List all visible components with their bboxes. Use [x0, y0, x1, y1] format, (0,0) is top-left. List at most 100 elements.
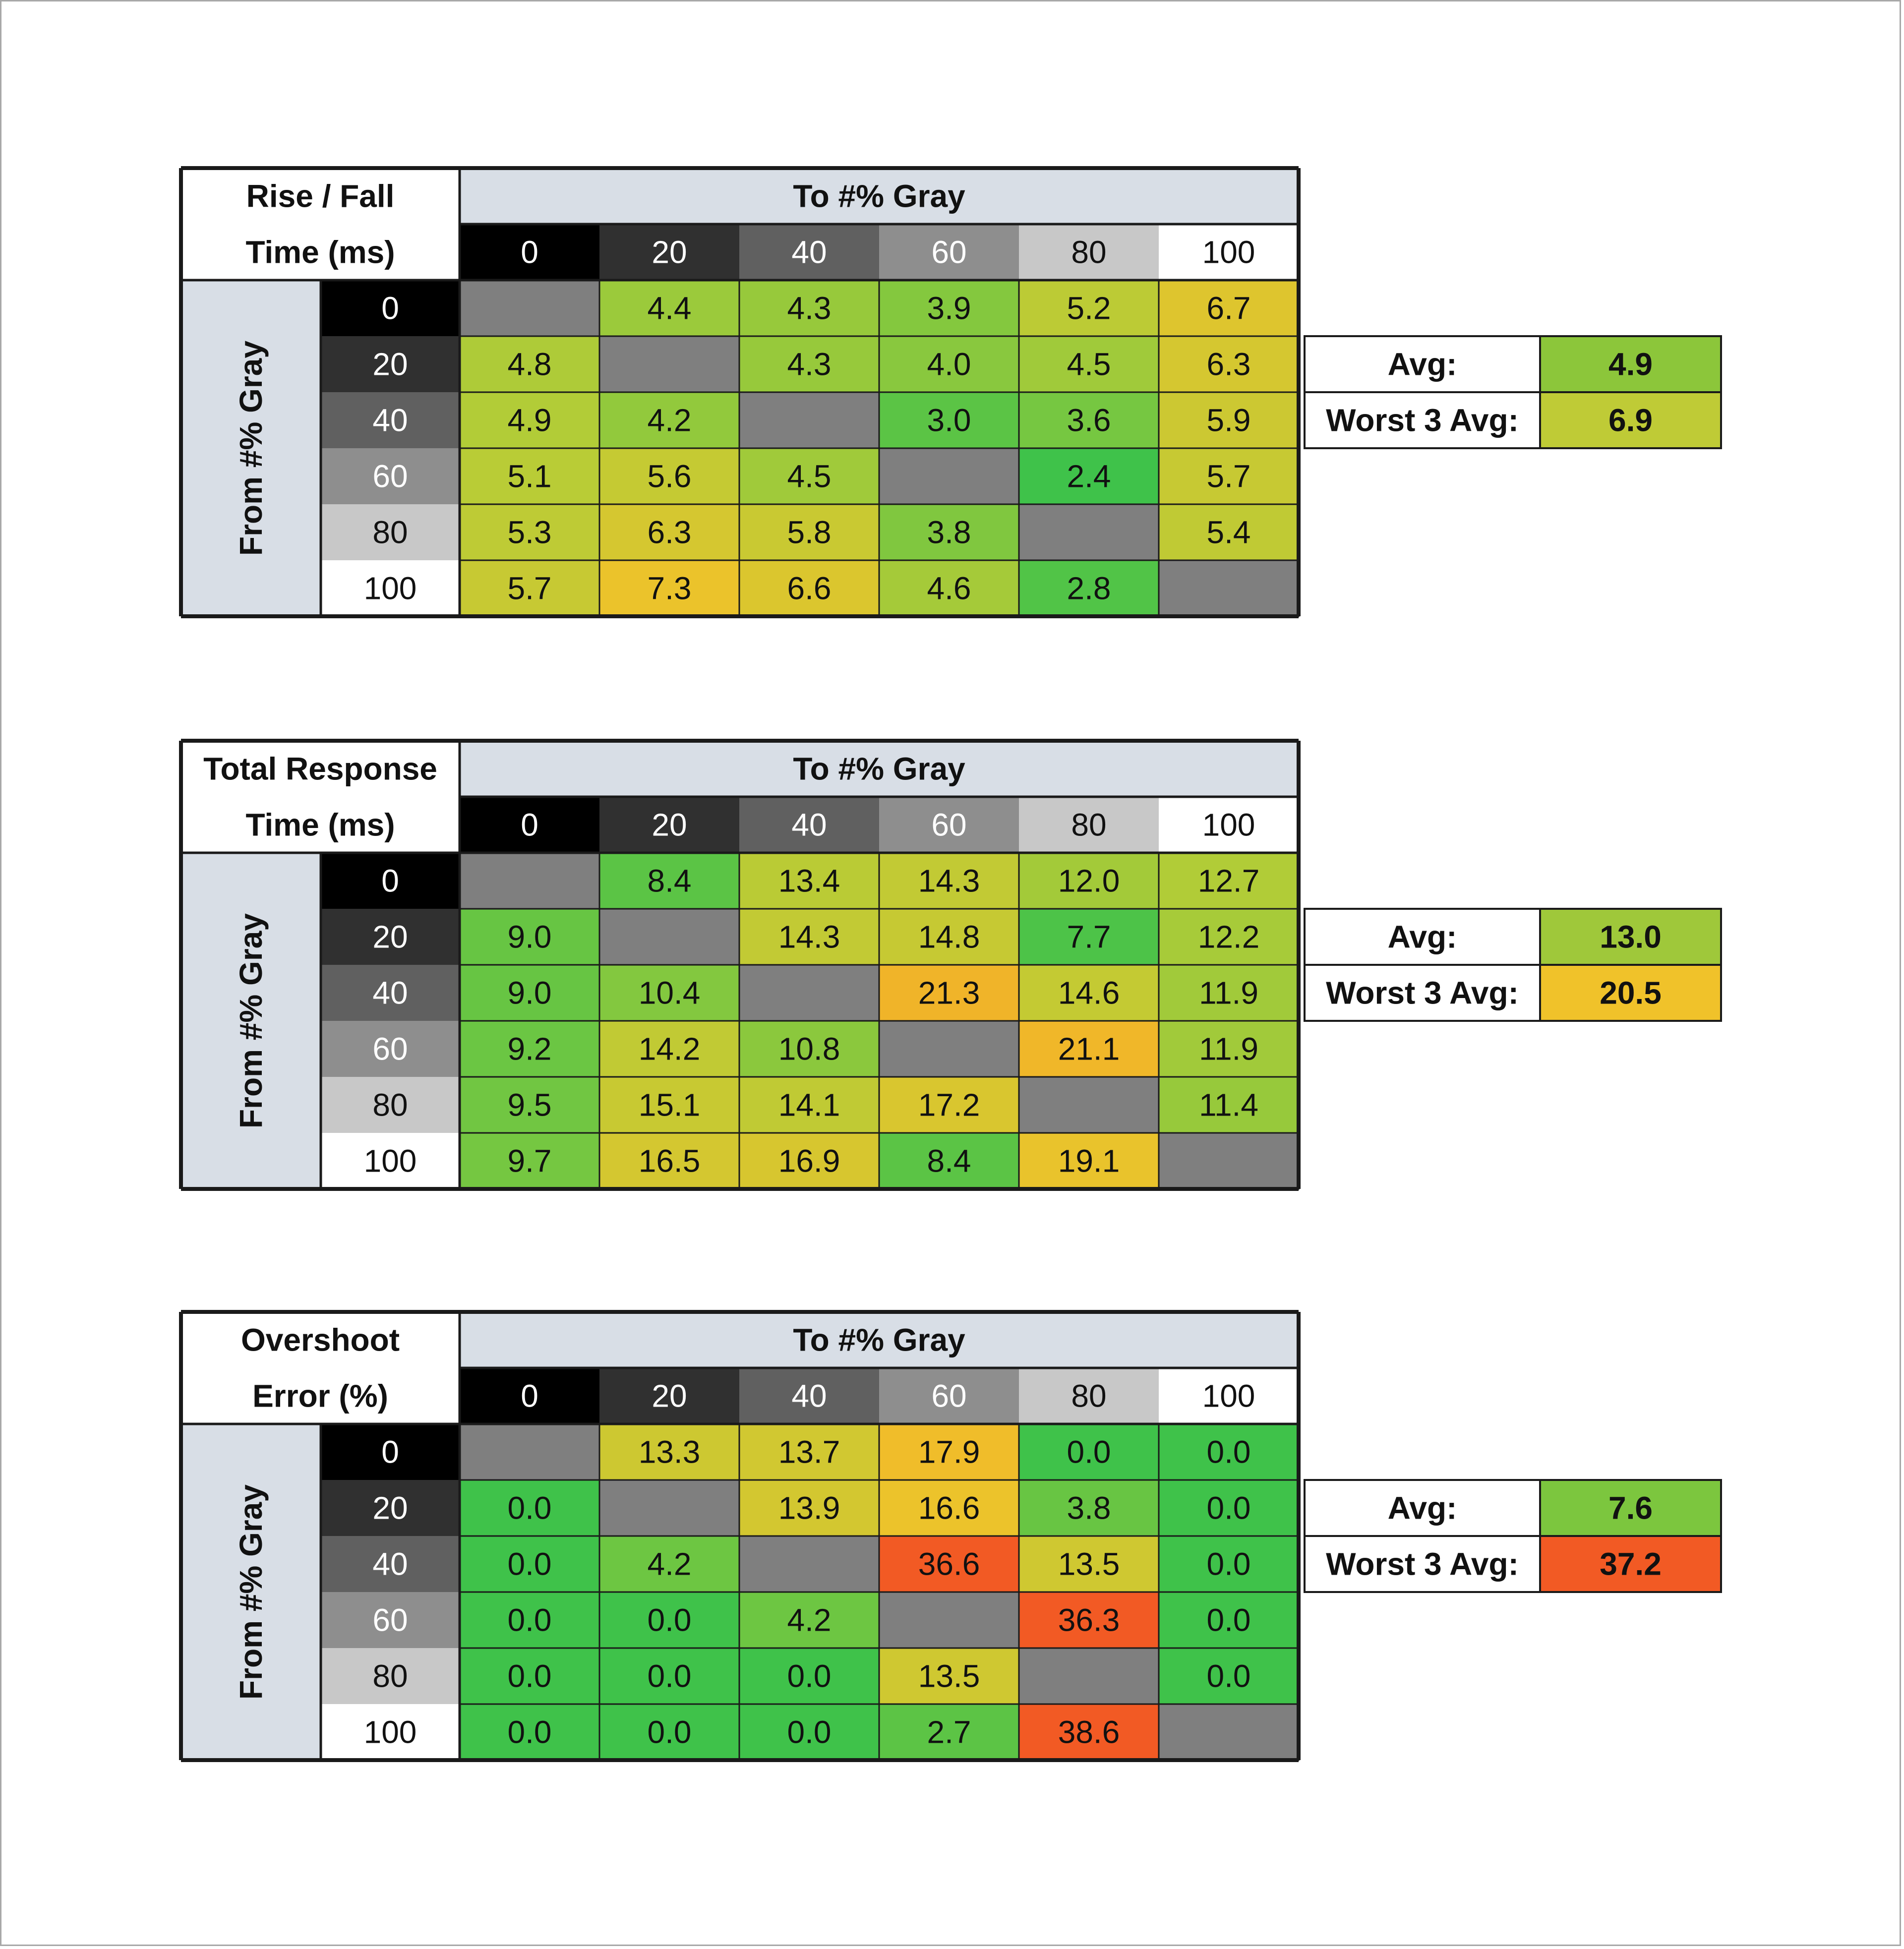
- cell-value-label: 16.9: [778, 1143, 840, 1179]
- x-tick-cell: [1159, 1368, 1299, 1424]
- x-tick-label: 0: [521, 1378, 538, 1414]
- heatmap-cell: [878, 279, 1020, 337]
- summary-value: 4.9: [1608, 347, 1653, 382]
- heatmap-cell: [598, 1535, 740, 1593]
- y-tick-label: 20: [372, 919, 408, 955]
- heatmap-cell: [459, 447, 600, 505]
- summary-label: Worst 3 Avg:: [1326, 1546, 1519, 1582]
- cell-value-label: 0.0: [508, 1602, 552, 1638]
- y-tick-cell: [321, 853, 460, 909]
- cell-value-label: 8.4: [648, 863, 692, 899]
- y-tick-label: 0: [381, 1434, 399, 1470]
- heatmap-cell: [738, 335, 880, 393]
- cell-value-label: 0.0: [648, 1602, 692, 1638]
- total-response-time-ms-heatmap: Total Response Time (ms) To #% Gray 0 20 40 60…: [179, 739, 1722, 1191]
- heatmap-cell: [738, 1076, 880, 1134]
- heatmap-cell: [459, 1076, 600, 1134]
- x-tick-label: 100: [1202, 1378, 1255, 1414]
- empty-cell: [1158, 1703, 1300, 1761]
- summary-value-cell: [1539, 1479, 1722, 1537]
- title-box: [181, 741, 460, 853]
- heatmap-cell: [598, 1020, 740, 1078]
- heatmap-cell: [1018, 1535, 1160, 1593]
- heatmap-cell: [1018, 559, 1160, 617]
- x-tick-label: 80: [1071, 235, 1106, 270]
- y-tick-cell: [321, 280, 460, 336]
- cell-value-label: 3.8: [927, 515, 971, 550]
- heatmap-cell: [459, 1647, 600, 1705]
- heatmap-cell: [598, 279, 740, 337]
- x-tick-label: 20: [652, 1378, 687, 1414]
- cell-value-label: 6.6: [787, 571, 832, 606]
- heatmap-cell: [878, 1132, 1020, 1190]
- cell-value-label: 0.0: [1067, 1434, 1111, 1470]
- empty-cell: [1018, 503, 1160, 561]
- x-tick-cell: [599, 1368, 739, 1424]
- summary-label-cell: [1304, 908, 1541, 966]
- y-tick-cell: [321, 1480, 460, 1536]
- x-tick-label: 20: [652, 235, 687, 270]
- heatmap-cell: [738, 1132, 880, 1190]
- heatmap-cell: [1158, 908, 1300, 966]
- summary-label: Avg:: [1388, 919, 1457, 955]
- cell-value-label: 6.3: [1207, 347, 1251, 382]
- heatmap-cell: [459, 1020, 600, 1078]
- cell-value-label: 14.3: [918, 863, 980, 899]
- heatmap-cell: [1158, 1647, 1300, 1705]
- cell-value-label: 11.4: [1199, 1087, 1258, 1123]
- cell-value-label: 38.6: [1058, 1714, 1120, 1750]
- cell-value-label: 0.0: [1207, 1546, 1251, 1582]
- y-tick-label: 80: [372, 515, 408, 550]
- heatmap-cell: [1158, 503, 1300, 561]
- cell-value-label: 2.8: [1067, 571, 1111, 606]
- heatmap-cell: [878, 852, 1020, 910]
- heatmap-cell: [878, 1076, 1020, 1134]
- summary-value-cell: [1539, 964, 1722, 1022]
- cell-value-label: 6.7: [1207, 291, 1251, 326]
- x-axis-header: [460, 741, 1299, 797]
- y-tick-label: 20: [372, 1490, 408, 1526]
- cell-value-label: 13.5: [1058, 1546, 1120, 1582]
- x-tick-cell: [739, 224, 879, 280]
- heatmap-cell: [878, 1479, 1020, 1537]
- cell-value-label: 13.5: [918, 1658, 980, 1694]
- x-tick-label: 60: [931, 1378, 966, 1414]
- x-tick-cell: [599, 224, 739, 280]
- x-tick-label: 40: [791, 235, 827, 270]
- cell-value-label: 3.8: [1067, 1490, 1111, 1526]
- cell-value-label: 3.6: [1067, 403, 1111, 438]
- heatmap-cell: [1158, 335, 1300, 393]
- x-tick-label: 40: [791, 1378, 827, 1414]
- y-tick-label: 80: [372, 1658, 408, 1694]
- heatmap-cell: [459, 335, 600, 393]
- heatmap-cell: [598, 964, 740, 1022]
- heatmap-cell: [459, 1703, 600, 1761]
- x-axis-label: To #% Gray: [793, 1322, 965, 1358]
- summary-value: 37.2: [1600, 1546, 1662, 1582]
- cell-value-label: 4.2: [787, 1602, 832, 1638]
- cell-value-label: 4.3: [787, 347, 832, 382]
- heatmap-cell: [1158, 1076, 1300, 1134]
- title-box: [181, 1312, 460, 1424]
- heatmap-cell: [738, 1703, 880, 1761]
- empty-cell: [738, 1535, 880, 1593]
- y-axis-header: [181, 1424, 321, 1760]
- heatmap-cell: [1018, 1703, 1160, 1761]
- cell-value-label: 0.0: [787, 1658, 832, 1694]
- empty-cell: [459, 1423, 600, 1481]
- cell-value-label: 12.7: [1198, 863, 1260, 899]
- chart-title-line: Time (ms): [245, 807, 395, 843]
- cell-value-label: 19.1: [1058, 1143, 1120, 1179]
- x-tick-cell: [1019, 1368, 1159, 1424]
- summary-label-cell: [1304, 964, 1541, 1022]
- cell-value-label: 21.3: [918, 975, 980, 1011]
- cell-value-label: 12.0: [1058, 863, 1120, 899]
- cell-value-label: 14.8: [918, 919, 980, 955]
- x-tick-label: 60: [931, 235, 966, 270]
- cell-value-label: 10.4: [639, 975, 701, 1011]
- x-tick-cell: [460, 224, 599, 280]
- cell-value-label: 15.1: [639, 1087, 701, 1123]
- cell-value-label: 0.0: [508, 1546, 552, 1582]
- heatmap-cell: [598, 1703, 740, 1761]
- cell-value-label: 13.4: [778, 863, 840, 899]
